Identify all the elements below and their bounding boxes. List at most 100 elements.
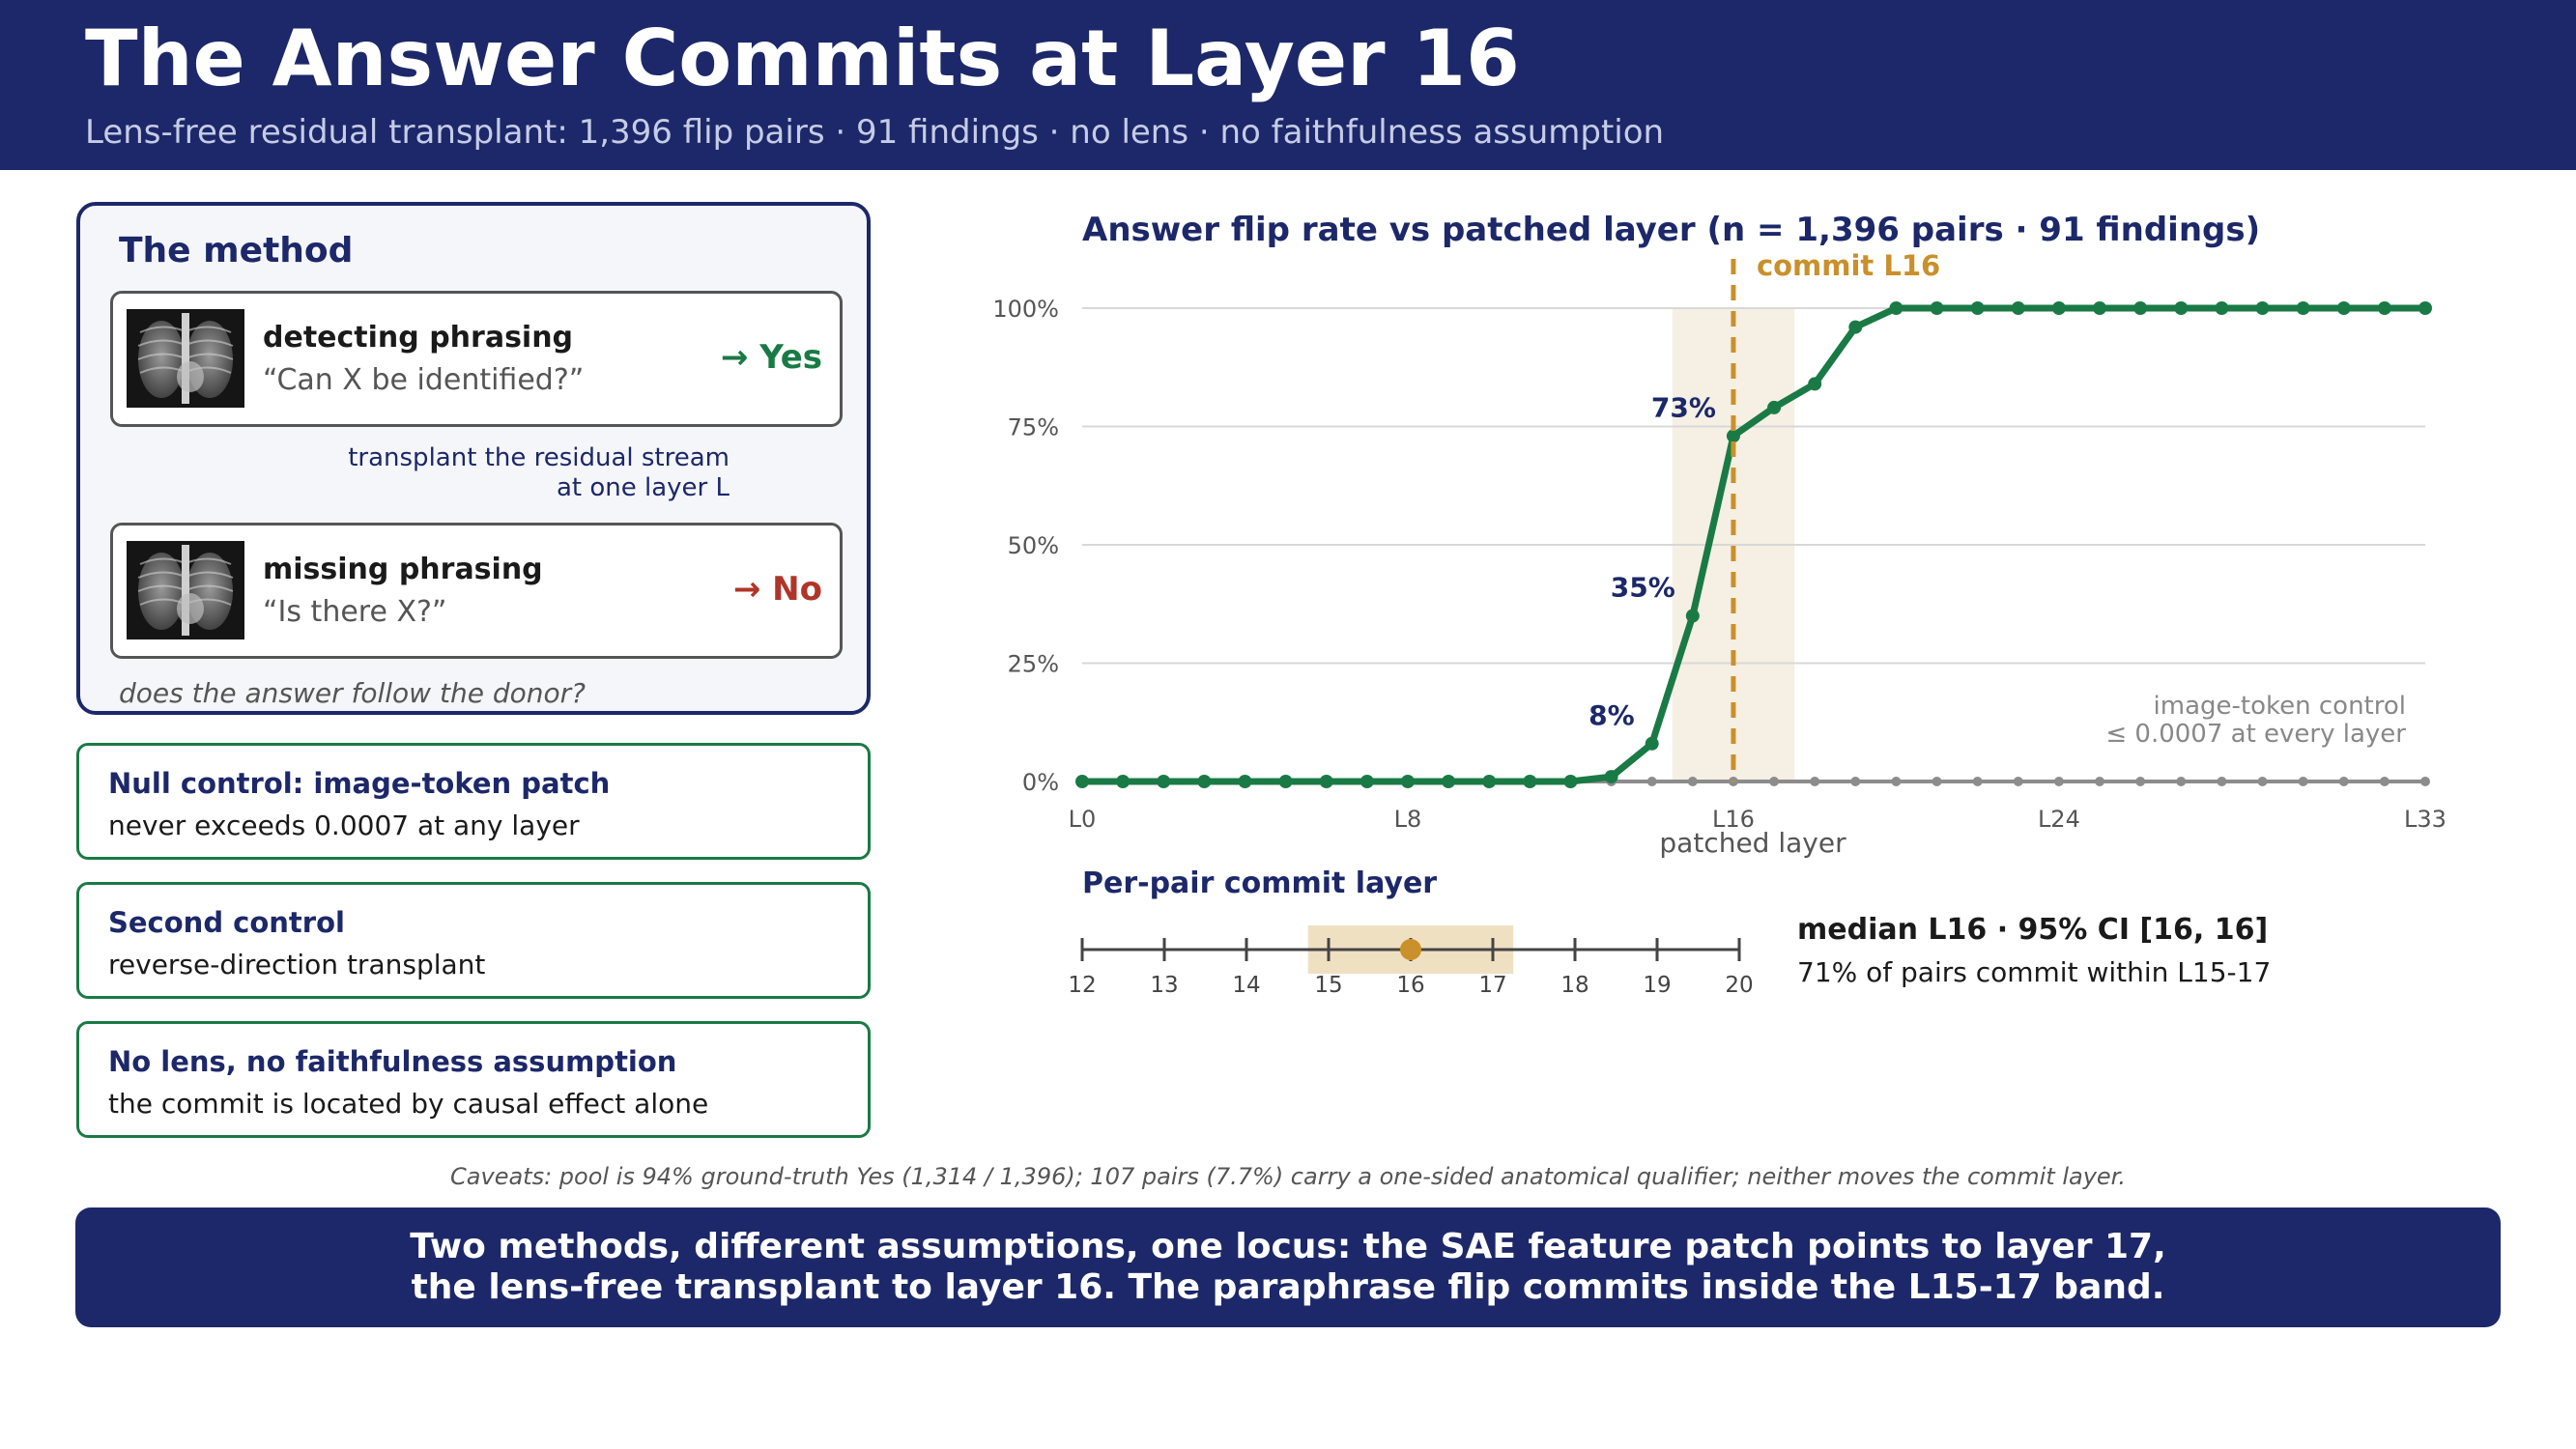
strip-tick-label: 19: [1643, 973, 1671, 998]
method-panel: The method detecting phrasing: [76, 202, 871, 715]
control-point: [1850, 777, 1861, 786]
transplant-note: transplant the residual stream at one la…: [348, 443, 730, 503]
missing-question: “Is there X?”: [263, 595, 447, 629]
flip-rate-point: [1116, 775, 1131, 788]
null-control-heading: Null control: image-token patch: [108, 767, 611, 800]
conclusion-banner: Two methods, different assumptions, one …: [75, 1208, 2501, 1327]
strip-tick-label: 18: [1560, 973, 1589, 998]
flip-rate-point: [1197, 775, 1212, 788]
no-lens-text: the commit is located by causal effect a…: [108, 1088, 709, 1120]
answer-yes: → Yes: [720, 338, 822, 377]
flip-rate-point: [1848, 320, 1863, 334]
strip-tick-label: 20: [1725, 973, 1753, 998]
control-point: [2053, 777, 2064, 786]
flip-rate-point: [2011, 301, 2025, 315]
flip-rate-point: [2093, 301, 2107, 315]
flip-rate-point: [2419, 301, 2432, 315]
strip-tick-label: 12: [1068, 973, 1096, 998]
no-lens-heading: No lens, no faithfulness assumption: [108, 1045, 677, 1078]
transplant-note-line1: transplant the residual stream: [348, 443, 730, 472]
control-point: [2176, 777, 2187, 786]
x-tick-label: L0: [1069, 806, 1097, 833]
flip-rate-point: [1075, 775, 1089, 788]
flip-rate-point: [2336, 301, 2351, 315]
data-label: 8%: [1589, 699, 1635, 731]
control-point: [1891, 777, 1902, 786]
null-control-card: Null control: image-token patch never ex…: [76, 743, 871, 860]
flip-rate-point: [2174, 301, 2189, 315]
control-annotation-line2: ≤ 0.0007 at every layer: [2105, 720, 2406, 749]
conclusion-line-1: Two methods, different assumptions, one …: [410, 1227, 2166, 1266]
missing-phrasing-label: missing phrasing: [263, 553, 543, 586]
transplant-note-line2: at one layer L: [556, 473, 730, 502]
flip-rate-point: [1400, 775, 1415, 788]
method-title: The method: [119, 231, 354, 270]
flip-rate-point: [1319, 775, 1333, 788]
flip-rate-point: [1930, 301, 1944, 315]
y-tick-label: 25%: [1008, 651, 1059, 678]
detecting-question: “Can X be identified?”: [263, 363, 585, 397]
flip-rate-point: [1970, 301, 1985, 315]
x-tick-label: L8: [1394, 806, 1422, 833]
control-point: [2379, 777, 2390, 786]
x-axis-label: patched layer: [1659, 827, 1846, 859]
flip-rate-point: [1442, 775, 1456, 788]
y-tick-label: 100%: [992, 296, 1059, 323]
no-lens-card: No lens, no faithfulness assumption the …: [76, 1021, 871, 1138]
missing-phrasing-card: missing phrasing “Is there X?” → No: [110, 523, 843, 659]
flip-rate-point: [2377, 301, 2391, 315]
flip-rate-point: [2296, 301, 2310, 315]
control-point: [2298, 777, 2308, 786]
strip-tick-label: 14: [1232, 973, 1260, 998]
null-control-text: never exceeds 0.0007 at any layer: [108, 810, 580, 841]
control-point: [2095, 777, 2105, 786]
strip-tick-label: 15: [1314, 973, 1342, 998]
median-marker: [1400, 939, 1421, 960]
page-subtitle: Lens-free residual transplant: 1,396 fli…: [85, 113, 1665, 152]
flip-rate-point: [2215, 301, 2229, 315]
control-point: [1687, 777, 1698, 786]
control-point: [1646, 777, 1657, 786]
control-point: [2257, 777, 2268, 786]
header-banner: The Answer Commits at Layer 16 Lens-free…: [0, 0, 2576, 170]
y-tick-label: 0%: [1022, 769, 1059, 796]
y-tick-label: 50%: [1008, 532, 1059, 559]
median-stat: median L16 · 95% CI [16, 16]: [1797, 913, 2268, 947]
detecting-phrasing-card: detecting phrasing “Can X be identified?…: [110, 291, 843, 427]
flip-rate-point: [1563, 775, 1578, 788]
answer-no: → No: [732, 570, 822, 609]
page-title: The Answer Commits at Layer 16: [85, 14, 1520, 103]
flip-rate-point: [1645, 736, 1659, 751]
control-point: [1769, 777, 1780, 786]
strip-title: Per-pair commit layer: [1082, 867, 1437, 900]
follow-question: does the answer follow the donor?: [119, 677, 586, 709]
strip-tick-label: 16: [1396, 973, 1424, 998]
control-point: [2420, 777, 2430, 786]
flip-rate-point: [1604, 770, 1618, 784]
commit-line-label: commit L16: [1757, 249, 1940, 282]
flip-rate-point: [1482, 775, 1497, 788]
flip-rate-point: [1523, 775, 1537, 788]
flip-rate-point: [1238, 775, 1252, 788]
control-point: [2217, 777, 2227, 786]
data-label: 35%: [1611, 572, 1675, 604]
flip-rate-point: [2255, 301, 2270, 315]
flip-rate-point: [1685, 609, 1700, 623]
flip-rate-point: [2051, 301, 2066, 315]
second-control-card: Second control reverse-direction transpl…: [76, 882, 871, 999]
flip-rate-point: [2133, 301, 2148, 315]
strip-tick-label: 13: [1150, 973, 1178, 998]
x-tick-label: L33: [2404, 806, 2447, 833]
flip-rate-point: [1767, 400, 1782, 414]
control-point: [1932, 777, 1942, 786]
control-point: [2013, 777, 2023, 786]
y-tick-label: 75%: [1008, 414, 1059, 441]
control-annotation-line1: image-token control: [2154, 692, 2406, 721]
conclusion-line-2: the lens-free transplant to layer 16. Th…: [411, 1267, 2165, 1307]
within-band-stat: 71% of pairs commit within L15-17: [1797, 956, 2271, 988]
second-control-heading: Second control: [108, 906, 345, 939]
control-point: [2338, 777, 2349, 786]
second-control-text: reverse-direction transplant: [108, 949, 486, 980]
flip-rate-point: [1726, 429, 1740, 443]
